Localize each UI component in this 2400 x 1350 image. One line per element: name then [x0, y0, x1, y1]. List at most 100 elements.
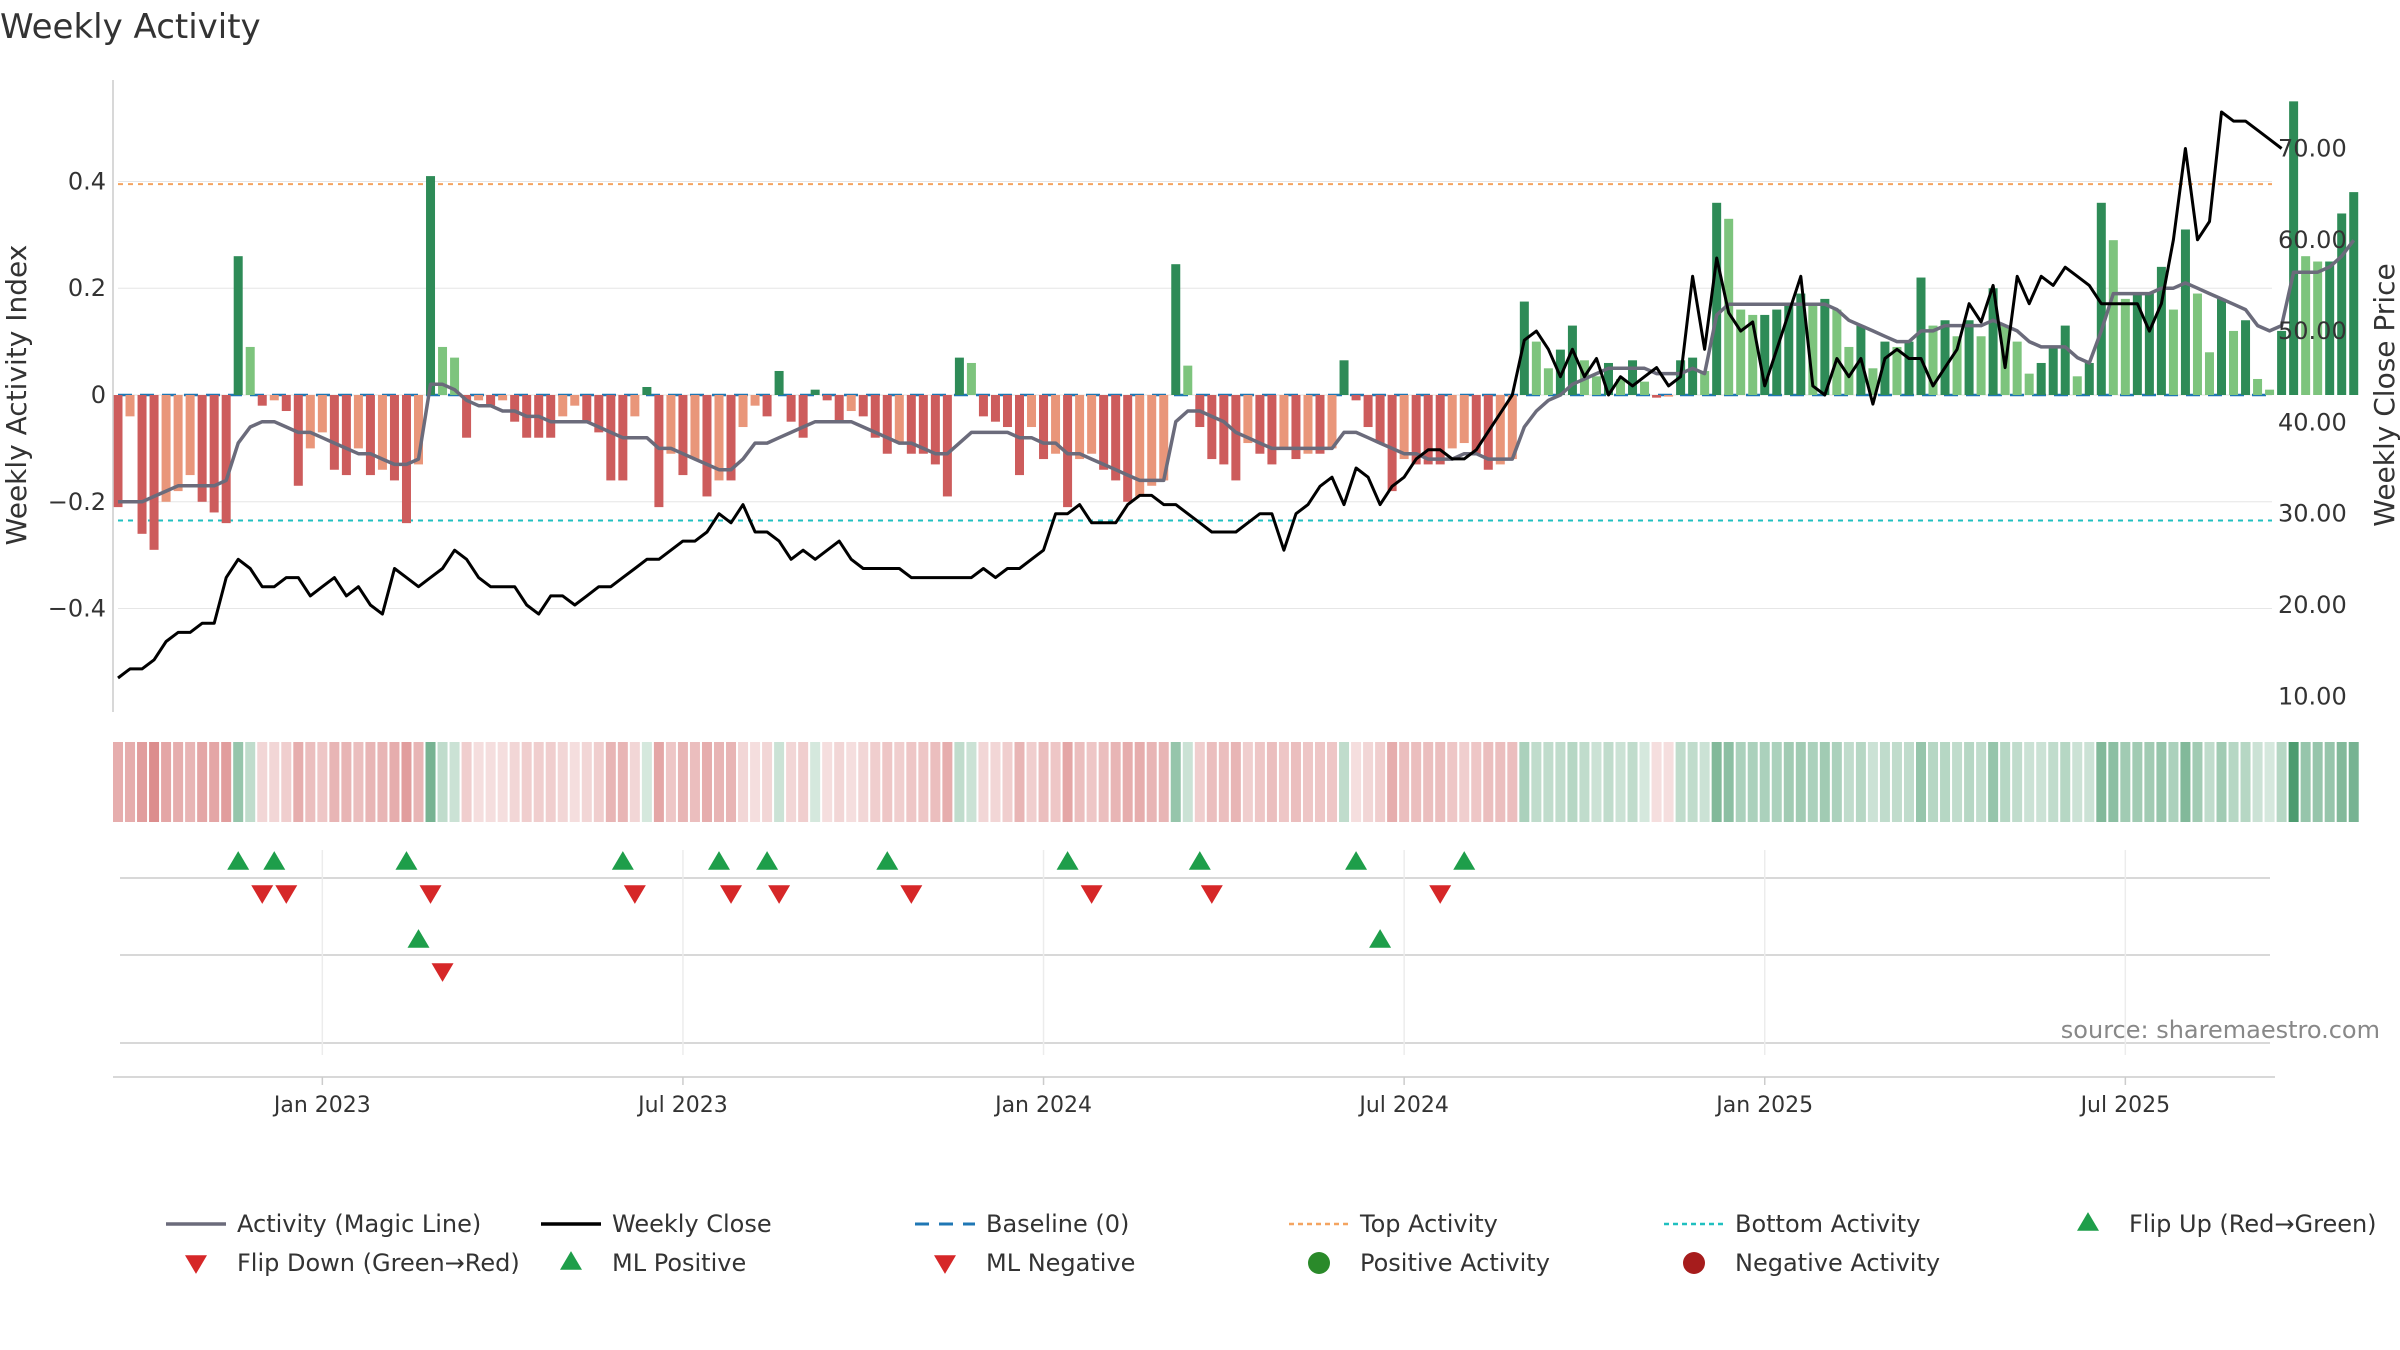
activity-bar: [2156, 266, 2166, 395]
activity-bar: [1796, 293, 1806, 395]
activity-bar: [1784, 304, 1794, 395]
activity-bar: [2048, 346, 2058, 395]
heat-cell: [2036, 742, 2047, 822]
activity-bar: [798, 395, 808, 438]
activity-bar: [1700, 370, 1710, 395]
heat-cell: [1699, 742, 1710, 822]
heat-cell: [882, 742, 893, 822]
heat-cell: [1891, 742, 1902, 822]
heat-cell: [617, 742, 628, 822]
heat-cell: [305, 742, 316, 822]
heat-cell: [281, 742, 292, 822]
heat-cell: [1278, 742, 1289, 822]
activity-bar: [185, 395, 195, 476]
activity-bar: [1087, 395, 1097, 454]
ml-positive-marker: [1369, 929, 1392, 948]
flip-up-marker: [1188, 851, 1211, 870]
flip-up-marker: [1453, 851, 1476, 870]
activity-bar: [966, 362, 976, 395]
ml-negative-marker: [431, 963, 454, 982]
heat-cell: [2084, 742, 2095, 822]
heat-cell: [1411, 742, 1422, 822]
heat-cell: [1976, 742, 1987, 822]
heat-cell: [2288, 742, 2299, 822]
activity-bars: [113, 101, 2359, 550]
activity-bar: [942, 395, 952, 497]
activity-bar: [2301, 256, 2311, 395]
activity-bar: [1880, 341, 1890, 395]
heat-cell: [2120, 742, 2131, 822]
heat-cell: [1230, 742, 1241, 822]
heat-cell: [413, 742, 424, 822]
legend-item-flip_down: Flip Down (Green→Red): [185, 1249, 520, 1277]
flip-down-marker: [720, 885, 743, 904]
heat-cell: [689, 742, 700, 822]
legend-label: Bottom Activity: [1735, 1210, 1920, 1238]
activity-bar: [1832, 309, 1842, 395]
activity-bar: [462, 395, 472, 438]
heat-cell: [593, 742, 604, 822]
heat-cell: [197, 742, 208, 822]
heat-cell: [726, 742, 737, 822]
activity-bar: [1303, 395, 1313, 454]
heat-cell: [1807, 742, 1818, 822]
activity-bar: [846, 395, 856, 412]
legend-swatch: [1308, 1252, 1330, 1274]
heat-cell: [894, 742, 905, 822]
legend-label: Baseline (0): [986, 1210, 1129, 1238]
legend-item-neg_act: Negative Activity: [1683, 1249, 1940, 1277]
heat-cell: [497, 742, 508, 822]
activity-bar: [1375, 395, 1385, 444]
activity-bar: [389, 395, 399, 481]
heat-cell: [1567, 742, 1578, 822]
heat-cell: [1759, 742, 1770, 822]
heat-cell: [137, 742, 148, 822]
activity-bar: [1075, 395, 1085, 460]
heat-cell: [1266, 742, 1277, 822]
heat-cell: [2096, 742, 2107, 822]
heat-cell: [1327, 742, 1338, 822]
heat-cell: [2192, 742, 2203, 822]
activity-bar: [426, 176, 436, 395]
flip-down-marker: [1429, 885, 1452, 904]
heat-cell: [1339, 742, 1350, 822]
heat-cell: [509, 742, 520, 822]
heat-cell: [1471, 742, 1482, 822]
heat-cell: [149, 742, 160, 822]
heat-cell: [1519, 742, 1530, 822]
chart-title: Weekly Activity: [0, 7, 261, 47]
heat-cell: [990, 742, 1001, 822]
activity-bar: [2168, 309, 2178, 395]
heat-cell: [1495, 742, 1506, 822]
activity-bar: [1231, 395, 1241, 481]
activity-bar: [594, 395, 604, 433]
activity-bar: [113, 395, 123, 508]
heat-cell: [1387, 742, 1398, 822]
x-tick-label: Jan 2023: [272, 1093, 371, 1118]
flip-up-marker: [708, 851, 730, 870]
activity-bar: [474, 395, 484, 401]
heat-cell: [269, 742, 280, 822]
heat-cell: [473, 742, 484, 822]
heat-cell: [1254, 742, 1265, 822]
activity-bar: [1447, 395, 1457, 449]
activity-bar: [2277, 330, 2287, 395]
flip-down-marker: [251, 885, 274, 904]
heat-cell: [1086, 742, 1097, 822]
heat-cell: [1074, 742, 1085, 822]
activity-bar: [1315, 395, 1325, 454]
activity-bar: [257, 395, 267, 406]
heat-cell: [2156, 742, 2167, 822]
activity-bar: [2337, 213, 2347, 395]
x-axis: Jan 2023 Jul 2023 Jan 2024 Jul 2024 Jan 2025…: [113, 1076, 2275, 1118]
activity-bar: [2217, 298, 2226, 395]
legend-label: Activity (Magic Line): [237, 1210, 481, 1238]
activity-bar: [546, 395, 556, 438]
activity-bar: [438, 346, 448, 395]
activity-bar: [1063, 395, 1073, 508]
heat-cell: [209, 742, 220, 822]
legend-label: Flip Down (Green→Red): [237, 1249, 520, 1277]
right-tick-label: 60.00: [2278, 226, 2347, 254]
heat-cell: [810, 742, 821, 822]
activity-bar: [209, 395, 219, 513]
